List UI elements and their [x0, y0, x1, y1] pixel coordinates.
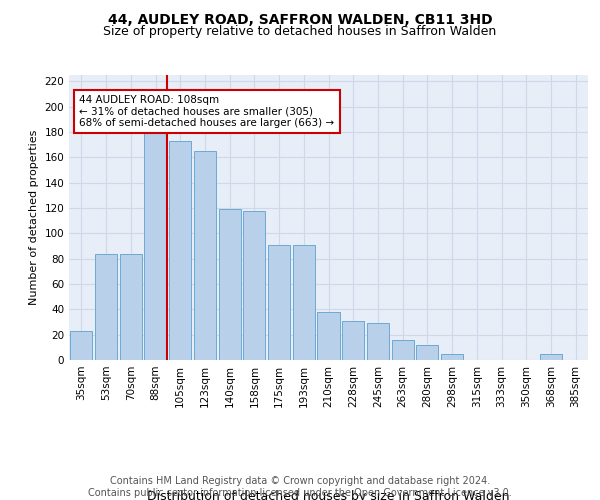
Bar	[194, 151, 216, 360]
Bar	[218, 210, 241, 360]
Bar	[293, 244, 315, 360]
Bar	[540, 354, 562, 360]
Text: 44, AUDLEY ROAD, SAFFRON WALDEN, CB11 3HD: 44, AUDLEY ROAD, SAFFRON WALDEN, CB11 3H…	[107, 12, 493, 26]
Text: Size of property relative to detached houses in Saffron Walden: Size of property relative to detached ho…	[103, 25, 497, 38]
Bar	[441, 354, 463, 360]
Bar	[119, 254, 142, 360]
Bar	[416, 345, 439, 360]
Bar	[342, 320, 364, 360]
Bar	[392, 340, 414, 360]
Bar	[169, 141, 191, 360]
Text: 44 AUDLEY ROAD: 108sqm
← 31% of detached houses are smaller (305)
68% of semi-de: 44 AUDLEY ROAD: 108sqm ← 31% of detached…	[79, 95, 335, 128]
Y-axis label: Number of detached properties: Number of detached properties	[29, 130, 39, 305]
Bar	[70, 331, 92, 360]
Bar	[317, 312, 340, 360]
Bar	[145, 132, 167, 360]
Bar	[367, 324, 389, 360]
Bar	[268, 244, 290, 360]
Bar	[95, 254, 117, 360]
X-axis label: Distribution of detached houses by size in Saffron Walden: Distribution of detached houses by size …	[147, 490, 510, 500]
Text: Contains HM Land Registry data © Crown copyright and database right 2024.
Contai: Contains HM Land Registry data © Crown c…	[88, 476, 512, 498]
Bar	[243, 210, 265, 360]
